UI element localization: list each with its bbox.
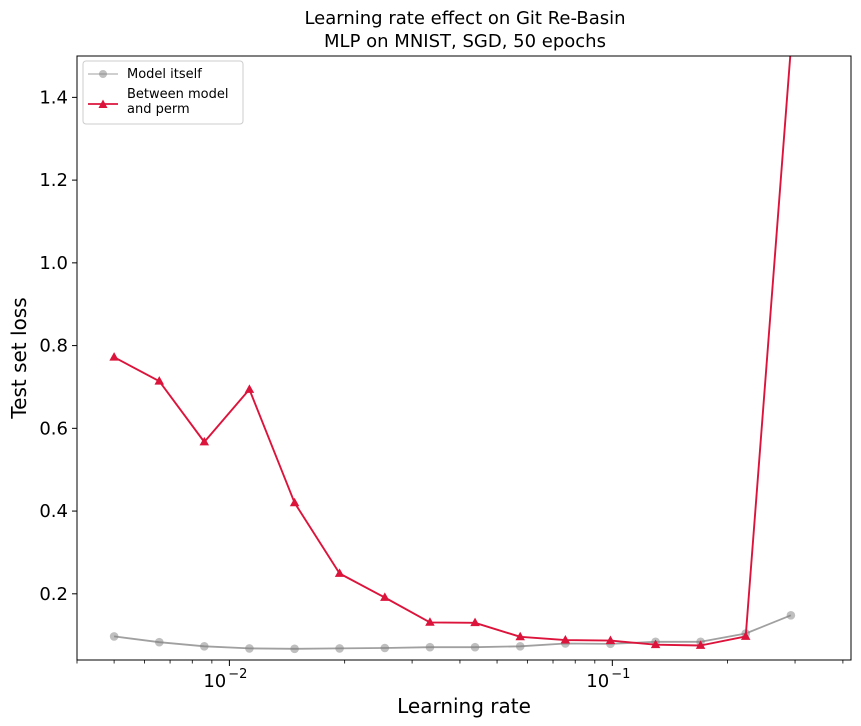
point-between-model-and-perm — [244, 384, 255, 393]
chart-title-line-2: MLP on MNIST, SGD, 50 epochs — [324, 31, 606, 52]
point-between-model-and-perm — [605, 635, 616, 644]
point-model-itself — [154, 637, 164, 647]
point-between-model-and-perm — [470, 617, 480, 627]
y-tick-label: 0.4 — [39, 501, 68, 522]
point-model-itself — [109, 632, 119, 641]
line-model-itself — [113, 614, 792, 650]
x-tick-label: 10 −2 — [203, 667, 247, 692]
point-between-model-and-perm — [695, 640, 706, 649]
legend-label-between-model-line-1: Between model — [127, 87, 229, 102]
point-between-model-and-perm — [334, 568, 345, 577]
point-between-model-and-perm — [560, 635, 571, 644]
x-axis-label: Learning rate — [397, 694, 531, 718]
legend-box — [82, 60, 244, 125]
point-between-model-and-perm — [109, 352, 119, 361]
chart-title-line-1: Learning rate effect on Git Re-Basin — [304, 8, 625, 29]
point-between-model-and-perm — [786, 43, 796, 52]
point-model-itself — [425, 642, 435, 652]
point-between-model-and-perm — [740, 631, 751, 640]
point-between-model-and-perm — [199, 436, 210, 446]
legend-label-model-itself: Model itself — [127, 67, 202, 82]
point-between-model-and-perm — [380, 592, 390, 601]
point-model-itself — [786, 611, 796, 620]
y-tick-label: 0.8 — [39, 336, 68, 357]
plot-frame — [76, 55, 852, 661]
y-tick-label: 1.0 — [39, 253, 68, 274]
y-axis-label: Test set loss — [7, 297, 31, 419]
series-layer — [109, 43, 796, 654]
point-model-itself — [200, 642, 209, 651]
y-tick-label: 0.2 — [39, 584, 68, 605]
legend-label-between-model-line-2: and perm — [127, 102, 190, 117]
y-tick-label: 0.6 — [39, 418, 68, 439]
legend-marker-model-itself — [99, 70, 107, 78]
point-model-itself — [290, 644, 299, 654]
point-between-model-and-perm — [515, 631, 525, 641]
point-between-model-and-perm — [289, 497, 300, 507]
point-between-model-and-perm — [650, 639, 661, 649]
legend-marker-between-model — [98, 99, 108, 108]
legend: Model itself Between model and perm — [82, 60, 244, 125]
point-model-itself — [470, 642, 480, 652]
line-between-model-and-perm — [113, 56, 792, 647]
legend-label-between-model: Between model and perm — [127, 87, 233, 117]
x-axis: 10 −2 10 −1 — [76, 660, 844, 692]
y-tick-label: 1.4 — [39, 87, 68, 108]
point-between-model-and-perm — [154, 376, 165, 385]
y-axis: 0.2 0.4 0.6 0.8 1.0 1.2 1.4 — [39, 87, 77, 605]
y-tick-label: 1.2 — [39, 170, 68, 191]
x-tick-label: 10 −1 — [586, 667, 630, 692]
point-between-model-and-perm — [425, 617, 435, 626]
series-model-itself — [109, 611, 796, 654]
series-between-model-and-perm — [109, 43, 796, 649]
point-model-itself — [245, 644, 254, 653]
point-model-itself — [335, 644, 344, 653]
point-model-itself — [380, 643, 390, 653]
point-model-itself — [515, 642, 525, 651]
